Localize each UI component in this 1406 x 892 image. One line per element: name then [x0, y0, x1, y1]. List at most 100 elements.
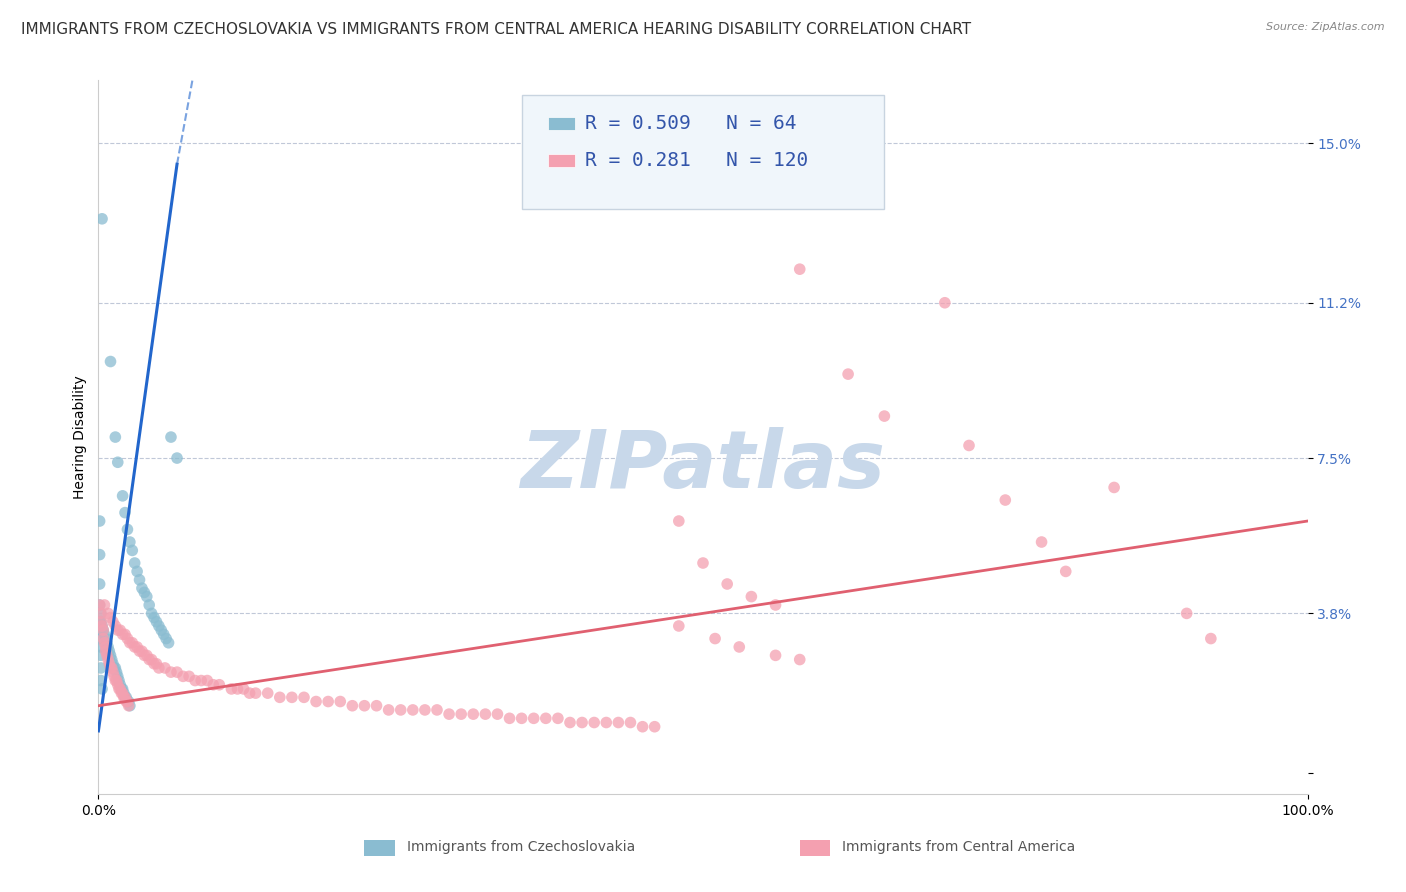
Point	[111, 686, 134, 700]
Point	[103, 661, 125, 675]
Point	[114, 690, 136, 705]
Text: Immigrants from Czechoslovakia: Immigrants from Czechoslovakia	[406, 840, 636, 855]
Point	[281, 690, 304, 705]
Bar	[800, 840, 830, 856]
Point	[93, 636, 115, 650]
Point	[202, 678, 225, 692]
Point	[91, 619, 114, 633]
Point	[117, 523, 139, 537]
Point	[450, 707, 472, 722]
Point	[104, 673, 127, 688]
Point	[765, 598, 787, 612]
Point	[837, 367, 859, 381]
Point	[91, 623, 114, 637]
Point	[103, 669, 125, 683]
Point	[342, 698, 364, 713]
Point	[89, 577, 111, 591]
Point	[98, 644, 121, 658]
Point	[232, 681, 254, 696]
Point	[184, 673, 207, 688]
Point	[90, 648, 112, 663]
Point	[135, 590, 157, 604]
Point	[716, 577, 738, 591]
Point	[534, 711, 557, 725]
Point	[134, 648, 156, 663]
Point	[118, 694, 141, 708]
Point	[90, 607, 112, 621]
Text: IMMIGRANTS FROM CZECHOSLOVAKIA VS IMMIGRANTS FROM CENTRAL AMERICA HEARING DISABI: IMMIGRANTS FROM CZECHOSLOVAKIA VS IMMIGR…	[21, 22, 972, 37]
Point	[558, 715, 581, 730]
Point	[141, 607, 163, 621]
Point	[789, 652, 811, 666]
Point	[402, 703, 425, 717]
Point	[115, 690, 138, 705]
Point	[740, 590, 762, 604]
Point	[135, 648, 157, 663]
Point	[124, 640, 146, 654]
Point	[366, 698, 388, 713]
Point	[90, 640, 112, 654]
Point	[115, 694, 138, 708]
Point	[105, 665, 128, 680]
Point	[166, 665, 188, 680]
Point	[100, 610, 122, 624]
Point	[166, 451, 188, 466]
Point	[91, 211, 114, 226]
Point	[765, 648, 787, 663]
Point	[100, 354, 122, 368]
Point	[107, 669, 129, 683]
Point	[239, 686, 262, 700]
Point	[523, 711, 546, 725]
Point	[107, 678, 129, 692]
Point	[108, 681, 131, 696]
Point	[474, 707, 496, 722]
Point	[107, 623, 129, 637]
Point	[94, 644, 117, 658]
Point	[118, 698, 141, 713]
Point	[221, 681, 243, 696]
Point	[316, 694, 339, 708]
Point	[118, 698, 141, 713]
Point	[89, 514, 111, 528]
Point	[118, 636, 141, 650]
Point	[160, 430, 183, 444]
Point	[619, 715, 641, 730]
Point	[114, 506, 136, 520]
FancyBboxPatch shape	[522, 95, 884, 209]
Point	[873, 409, 896, 423]
Point	[104, 430, 127, 444]
Point	[1102, 480, 1125, 494]
Point	[148, 661, 170, 675]
Point	[172, 669, 194, 683]
Point	[108, 678, 131, 692]
Point	[150, 623, 173, 637]
Point	[100, 661, 122, 675]
Point	[152, 627, 174, 641]
Point	[692, 556, 714, 570]
Point	[728, 640, 751, 654]
Point	[101, 665, 124, 680]
Text: R = 0.281   N = 120: R = 0.281 N = 120	[585, 151, 808, 169]
Point	[100, 652, 122, 666]
Point	[124, 556, 146, 570]
Point	[583, 715, 606, 730]
Point	[179, 669, 201, 683]
Point	[97, 640, 120, 654]
Point	[108, 623, 131, 637]
Point	[89, 598, 111, 612]
Point	[90, 615, 112, 629]
Point	[121, 543, 143, 558]
Point	[305, 694, 328, 708]
Text: R = 0.509   N = 64: R = 0.509 N = 64	[585, 113, 796, 133]
Point	[89, 548, 111, 562]
Point	[104, 661, 127, 675]
Point	[100, 661, 122, 675]
Point	[329, 694, 352, 708]
Point	[292, 690, 315, 705]
Point	[934, 295, 956, 310]
Point	[117, 694, 139, 708]
Point	[98, 657, 121, 671]
Point	[89, 598, 111, 612]
Point	[91, 619, 114, 633]
Point	[437, 707, 460, 722]
